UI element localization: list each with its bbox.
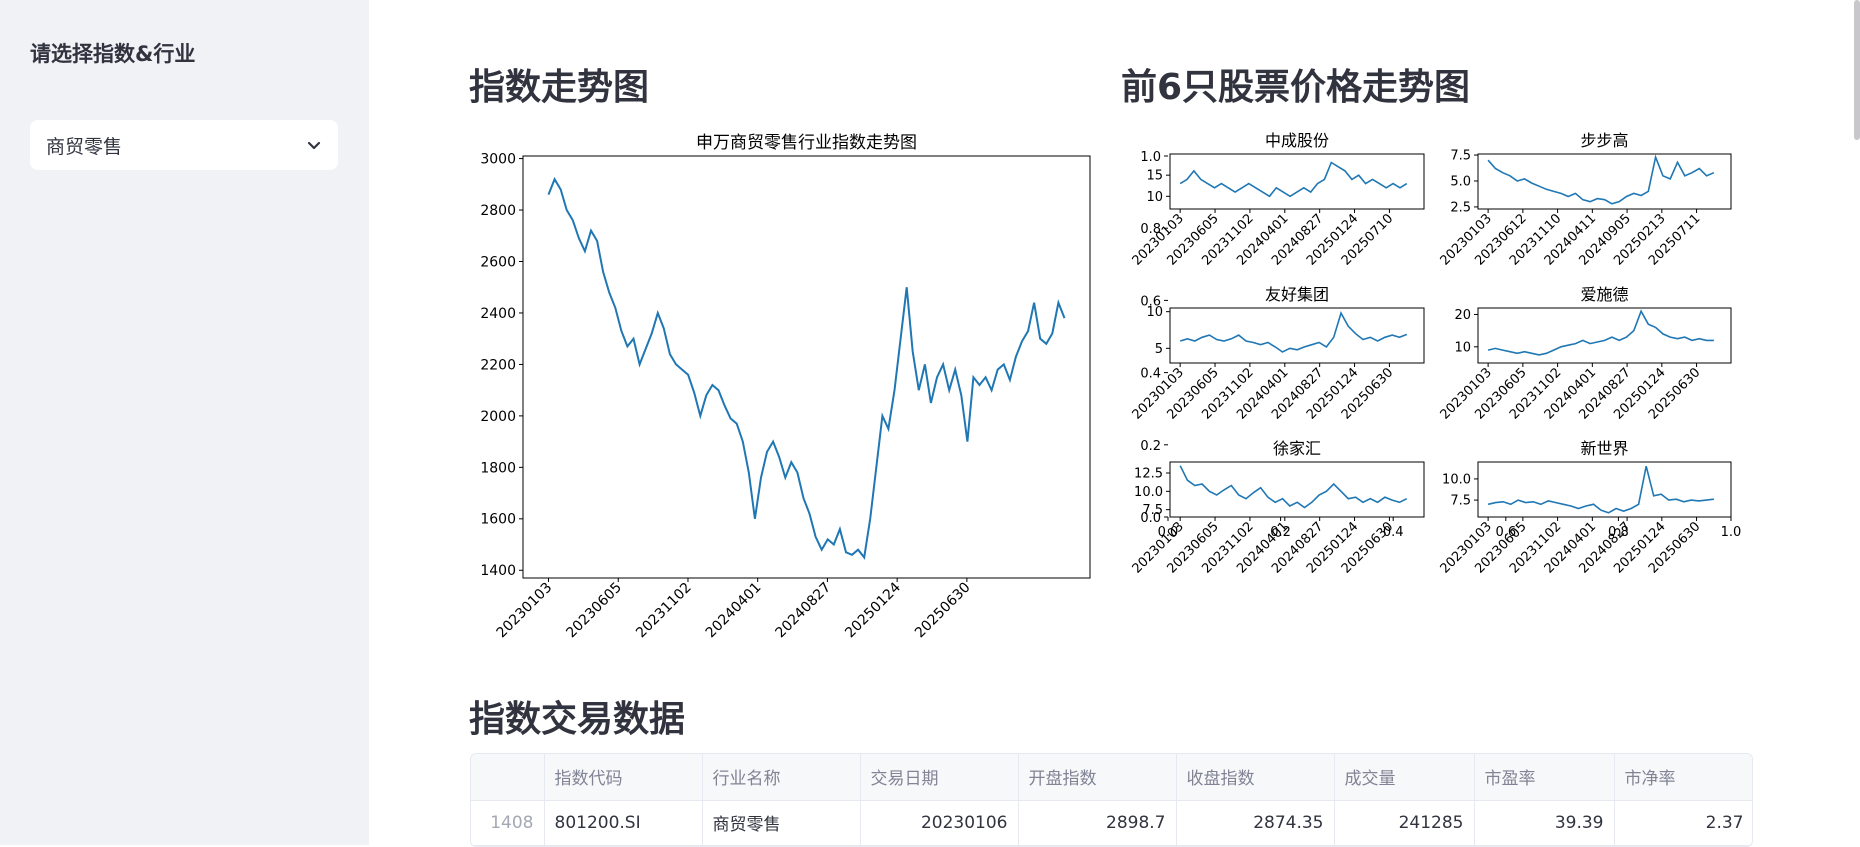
table-row: 1408 801200.SI 商贸零售 20230106 2898.7 2874.35 24… [471,800,1752,846]
x-tick-label: 20230605 [563,580,625,642]
index-data-table: 指数代码 行业名称 交易日期 开盘指数 收盘指数 成交量 市盈率 市净率 1408 801200… [470,753,1753,847]
plot-frame [1477,307,1732,364]
table-body: 1408 801200.SI 商贸零售 20230106 2898.7 2874.35 24… [471,800,1752,846]
table-cell: 2.37 [1614,800,1752,846]
table-cell: 1408 [471,800,545,846]
column-header-3[interactable]: 交易日期 [860,754,1019,801]
y-tick-label: 12.5 [1134,467,1163,482]
y-tick-label: 10.0 [1134,485,1163,500]
column-header-5[interactable]: 收盘指数 [1176,754,1335,801]
x-tick-label: 20250124 [842,579,904,641]
y-tick-label: 10 [1146,305,1163,320]
column-header-1[interactable]: 指数代码 [544,754,703,801]
y-tick-label: 10 [1454,340,1471,355]
plot-frame [1169,461,1425,518]
chart-title: 中成股份 [1265,131,1329,150]
series-line [1179,465,1408,509]
y-tick-label: 10.0 [1442,472,1471,487]
column-header-8[interactable]: 市净率 [1614,754,1752,801]
y-tick-label: 2400 [480,306,516,322]
x-tick-label: 20250630 [912,580,974,642]
chart-title: 申万商贸零售行业指数走势图 [696,133,917,153]
bg-x-tick-label: 0.2 [1270,525,1291,540]
column-header-2[interactable]: 行业名称 [702,754,861,801]
y-tick-label: 15 [1146,169,1163,184]
x-tick-label: 20231102 [633,580,695,642]
plot-frame [1477,461,1732,518]
bg-x-tick-label: 0.4 [1383,525,1404,540]
industry-select[interactable]: 商贸零售 [30,120,338,170]
bg-y-tick-label: 0.6 [1140,294,1161,309]
y-tick-label: 2.5 [1450,200,1471,215]
chart-title: 步步高 [1580,131,1628,150]
index-chart-heading: 指数走势图 [469,67,650,108]
y-tick-label: 3000 [480,151,516,167]
industry-select-value: 商贸零售 [46,135,123,158]
series-line [547,176,1066,560]
bg-y-tick-label: 0.4 [1140,367,1161,382]
y-tick-label: 7.5 [1450,149,1471,164]
bg-y-tick-label: 0.0 [1140,511,1161,526]
column-header-4[interactable]: 开盘指数 [1018,754,1177,801]
chevron-down-icon [306,137,322,153]
bg-x-tick-label: 0.6 [1495,525,1516,540]
table-heading: 指数交易数据 [469,699,686,740]
chart-title: 友好集团 [1265,285,1329,304]
column-header-7[interactable]: 市盈率 [1474,754,1615,801]
x-tick-label: 20240401 [703,580,765,642]
x-tick-label: 20240827 [773,580,835,642]
y-tick-label: 20 [1454,308,1471,323]
series-line [1179,161,1408,198]
table-cell: 241285 [1334,800,1475,846]
y-tick-label: 7.5 [1142,503,1163,518]
x-tick-label: 20230103 [494,580,556,642]
table-cell: 20230106 [860,800,1019,846]
table-cell: 2874.35 [1176,800,1335,846]
y-tick-label: 1400 [480,563,516,579]
y-tick-label: 1800 [480,460,516,476]
bg-y-tick-label: 0.8 [1140,222,1161,237]
column-header-0[interactable] [471,754,545,801]
table-cell: 801200.SI [544,800,703,846]
plot-frame [1477,153,1732,210]
sidebar: 请选择指数&行业 商贸零售 [0,0,369,845]
y-tick-label: 2000 [480,409,516,425]
column-header-6[interactable]: 成交量 [1334,754,1475,801]
scrollbar[interactable] [1854,0,1860,140]
bg-x-tick-label: 1.0 [1721,525,1742,540]
y-tick-label: 2600 [480,254,516,270]
series-line [1179,311,1408,353]
y-tick-label: 5.0 [1450,175,1471,190]
y-tick-label: 2800 [480,203,516,219]
series-line [1487,154,1715,205]
table-header-row: 指数代码 行业名称 交易日期 开盘指数 收盘指数 成交量 市盈率 市净率 [471,754,1752,801]
series-line [1487,309,1714,356]
table-cell: 商贸零售 [702,800,861,846]
y-tick-label: 1600 [480,512,516,528]
series-line [1487,466,1714,514]
plot-frame [1169,153,1425,210]
table-cell: 39.39 [1474,800,1615,846]
main-content: 指数走势图 前6只股票价格走势图 指数交易数据 [369,0,1860,845]
sidebar-title: 请选择指数&行业 [30,42,196,66]
chart-title: 徐家汇 [1273,439,1321,458]
table-cell: 2898.7 [1018,800,1177,846]
chart-title: 爱施德 [1580,285,1628,304]
y-tick-label: 10 [1146,190,1163,205]
bg-x-tick-label: 0.8 [1608,525,1629,540]
bg-y-tick-label: 0.2 [1140,439,1161,454]
y-tick-label: 5 [1155,342,1163,357]
y-tick-label: 2200 [480,357,516,373]
bg-x-tick-label: 0.0 [1158,525,1179,540]
plot-frame [1169,307,1425,364]
chart-title: 新世界 [1580,439,1628,458]
stocks-chart-heading: 前6只股票价格走势图 [1121,67,1471,108]
y-tick-label: 7.5 [1450,494,1471,509]
bg-y-tick-label: 1.0 [1140,150,1161,165]
